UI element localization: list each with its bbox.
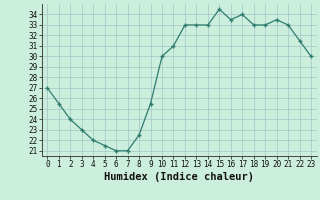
X-axis label: Humidex (Indice chaleur): Humidex (Indice chaleur) xyxy=(104,172,254,182)
